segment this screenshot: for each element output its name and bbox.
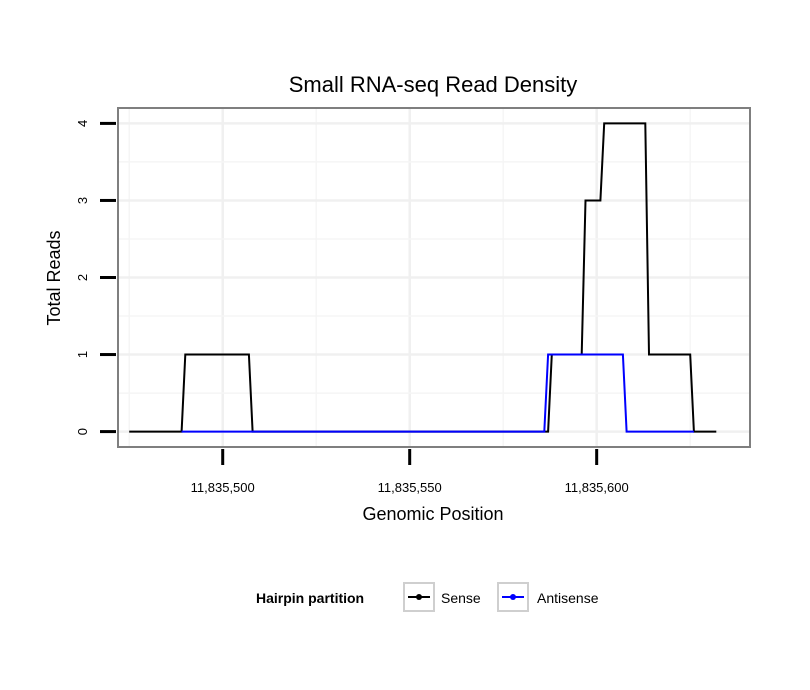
- y-axis: 0 1 2 3 4: [75, 120, 116, 435]
- x-axis: 11,835,500 11,835,550 11,835,600: [191, 449, 629, 495]
- legend-label-antisense: Antisense: [537, 590, 599, 606]
- legend-label-sense: Sense: [441, 590, 481, 606]
- x-tick-label: 11,835,550: [378, 480, 442, 495]
- y-tick-label: 1: [75, 351, 90, 358]
- legend: Hairpin partition Sense Antisense: [256, 582, 599, 612]
- y-tick-label: 0: [75, 428, 90, 435]
- y-tick-label: 3: [75, 197, 90, 204]
- grid-lines: [118, 108, 750, 447]
- series-line-antisense: [181, 353, 694, 433]
- x-tick-label: 11,835,600: [565, 480, 629, 495]
- x-tick-label: 11,835,500: [191, 480, 255, 495]
- legend-point-antisense: [510, 594, 516, 600]
- legend-title: Hairpin partition: [256, 590, 364, 606]
- y-tick-label: 2: [75, 274, 90, 281]
- legend-point-sense: [416, 594, 422, 600]
- plot-panel-border: [117, 107, 751, 448]
- y-tick-label: 4: [75, 120, 90, 127]
- series-line-sense: [129, 122, 717, 433]
- chart-title: Small RNA-seq Read Density: [289, 72, 578, 97]
- series-lines: [129, 122, 717, 433]
- x-axis-title: Genomic Position: [362, 504, 503, 524]
- y-axis-title: Total Reads: [44, 230, 64, 325]
